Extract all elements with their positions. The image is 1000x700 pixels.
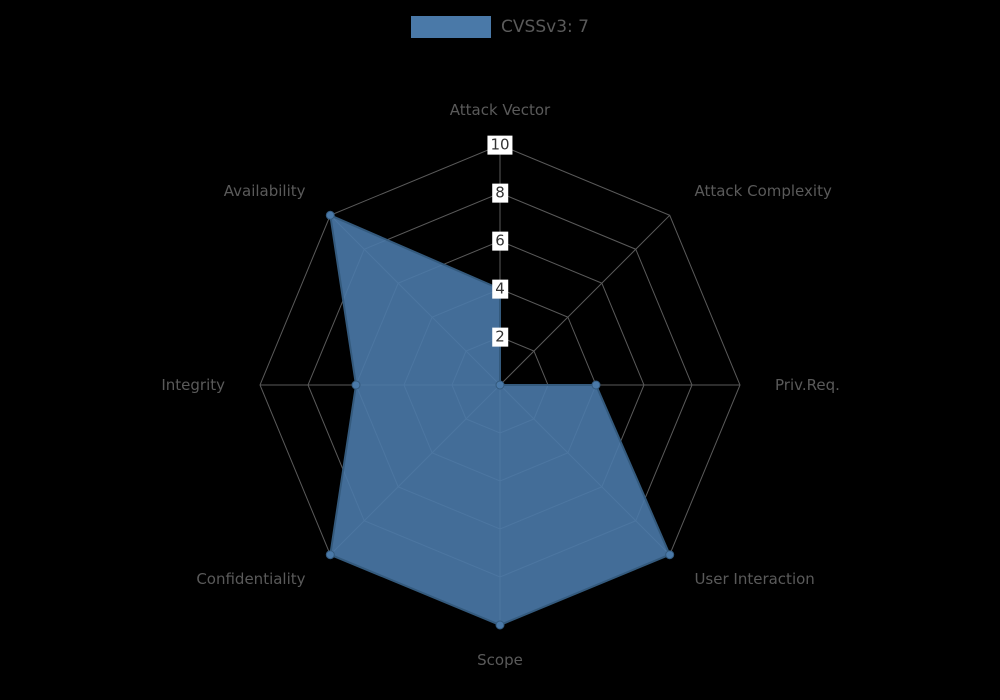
tick-label: 2	[492, 328, 508, 347]
tick-label: 6	[492, 232, 508, 251]
radar-chart: CVSSv3: 7 Attack Vector Attack Complexity…	[0, 0, 1000, 700]
tick-label: 8	[492, 184, 508, 203]
tick-label: 10	[487, 136, 512, 155]
axis-label: Priv.Req.	[775, 376, 840, 394]
axis-label: Attack Vector	[450, 101, 550, 119]
legend-swatch	[411, 16, 491, 38]
axis-label: Attack Complexity	[694, 182, 831, 200]
tick-label: 4	[492, 280, 508, 299]
axis-label: Integrity	[161, 376, 225, 394]
axis-label: User Interaction	[694, 570, 814, 588]
axis-label: Scope	[477, 651, 523, 669]
legend-label: CVSSv3: 7	[501, 17, 589, 37]
legend: CVSSv3: 7	[0, 16, 1000, 42]
axis-label: Availability	[224, 182, 306, 200]
axis-label: Confidentiality	[196, 570, 305, 588]
